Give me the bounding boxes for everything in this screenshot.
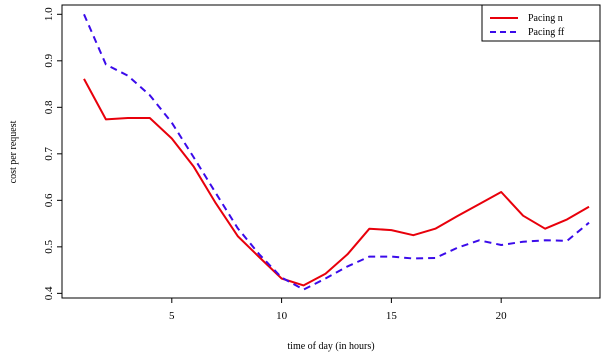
y-axis-label: cost per request xyxy=(8,120,19,183)
legend-label-pacing-ff: Pacing ff xyxy=(528,27,565,38)
plot-area-frame xyxy=(61,4,601,299)
series-layer xyxy=(83,13,590,291)
y-tick-label-6: 1.0 xyxy=(43,7,55,21)
legend-box xyxy=(481,4,601,42)
x-tick-label-10: 10 xyxy=(276,310,288,322)
y-tick-label-2: 0.6 xyxy=(43,193,55,207)
y-axis: 0.4 0.5 0.6 0.7 0.8 0.9 1.0 xyxy=(43,7,62,300)
y-tick-label-0: 0.4 xyxy=(43,286,55,300)
y-tick-label-3: 0.7 xyxy=(43,146,55,160)
x-axis: 5 10 15 20 xyxy=(169,298,507,322)
y-tick-label-4: 0.8 xyxy=(43,100,55,114)
series-line-pacing-n xyxy=(83,78,590,287)
legend: Pacing n Pacing ff xyxy=(481,4,601,42)
x-tick-label-20: 20 xyxy=(496,310,508,322)
series-line-pacing-ff xyxy=(83,13,590,291)
x-tick-label-5: 5 xyxy=(169,310,175,322)
x-axis-label: time of day (in hours) xyxy=(287,341,374,352)
x-tick-label-15: 15 xyxy=(386,310,398,322)
y-tick-label-1: 0.5 xyxy=(43,239,55,253)
y-tick-label-5: 0.9 xyxy=(43,53,55,67)
legend-label-pacing-n: Pacing n xyxy=(528,13,563,24)
